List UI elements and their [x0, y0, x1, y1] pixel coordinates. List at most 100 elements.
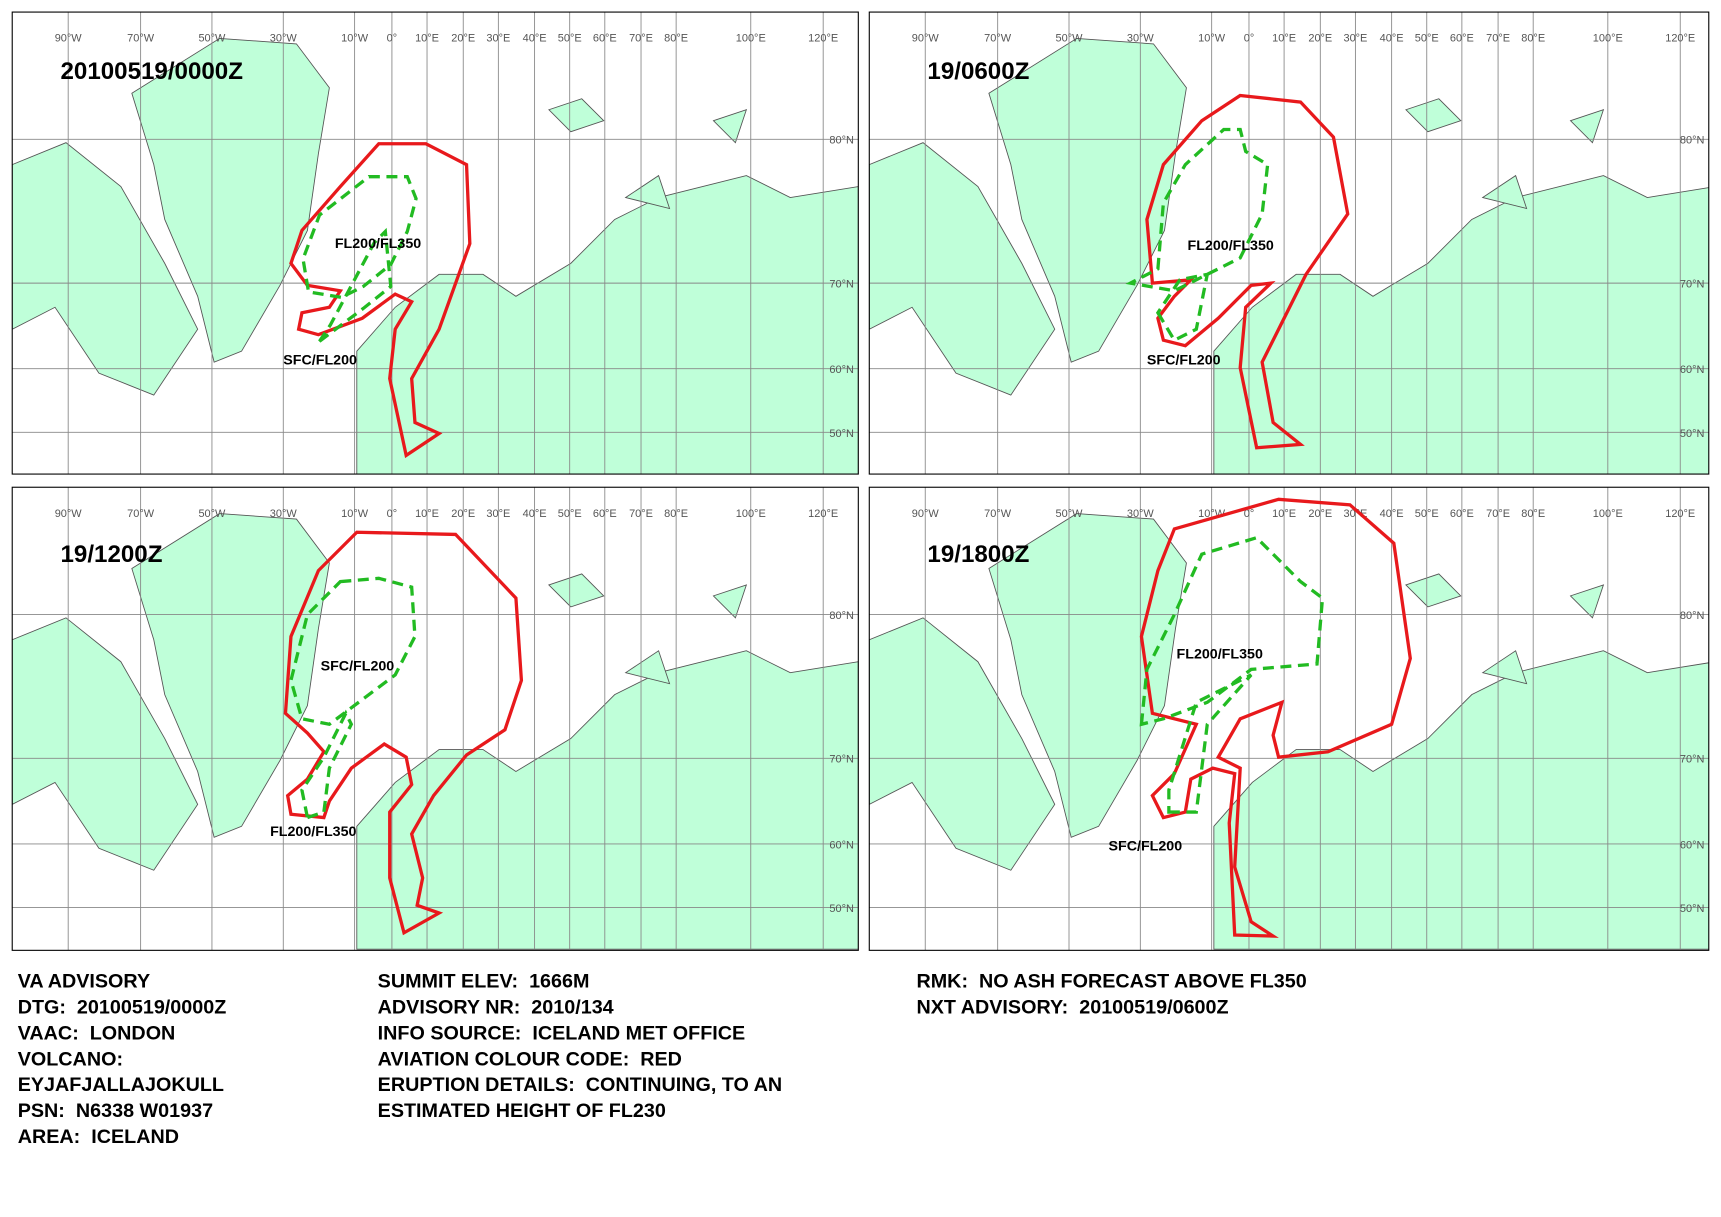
longitude-label: 70°E	[1486, 33, 1510, 45]
panel-border	[11, 486, 859, 951]
land	[12, 617, 199, 871]
advisory-line: ERUPTION DETAILS: CONTINUING, TO AN	[378, 1074, 783, 1096]
ash-area-green	[301, 175, 418, 300]
ash-area-green	[1167, 673, 1253, 814]
land	[1481, 174, 1528, 210]
longitude-label: 10°E	[1272, 33, 1296, 45]
longitude-label: 10°W	[1198, 33, 1226, 45]
longitude-label: 40°E	[523, 508, 547, 520]
longitude-label: 60°E	[1450, 33, 1474, 45]
longitude-label: 120°E	[1665, 508, 1695, 520]
longitude-label: 90°W	[912, 33, 940, 45]
longitude-label: 100°E	[1593, 508, 1623, 520]
longitude-label: 30°W	[270, 508, 298, 520]
panel-border	[868, 11, 1710, 475]
map-body	[12, 487, 859, 951]
longitude-label: 70°E	[629, 33, 653, 45]
advisory-line: SUMMIT ELEV: 1666M	[378, 971, 590, 993]
land	[356, 650, 859, 950]
longitude-label: 70°W	[127, 508, 155, 520]
land	[988, 37, 1187, 363]
advisory-line: PSN: N6338 W01937	[18, 1100, 213, 1122]
longitude-label: 0°	[1244, 508, 1255, 520]
map-panel: 90°W 70°W 50°W 30°W 10°W 0° 10°E 20°E 30°E 40°E 50…	[868, 486, 1710, 951]
latitude-label: 50°N	[1680, 903, 1705, 915]
longitude-label: 80°E	[1521, 508, 1545, 520]
latitude-label: 60°N	[829, 364, 854, 376]
panel-title: 20100519/0000Z	[61, 58, 244, 85]
longitude-label: 120°E	[808, 508, 838, 520]
latitude-label: 70°N	[1680, 754, 1705, 766]
ash-area-green	[1155, 272, 1210, 343]
longitude-label: 50°E	[1415, 508, 1439, 520]
latitude-label: 60°N	[829, 839, 854, 851]
ash-area-red	[1145, 93, 1350, 450]
longitude-label: 60°E	[593, 508, 617, 520]
land	[131, 513, 330, 838]
longitude-label: 20°E	[1308, 33, 1332, 45]
advisory-line: AVIATION COLOUR CODE: RED	[378, 1048, 682, 1070]
longitude-label: 90°W	[55, 508, 83, 520]
longitude-label: 30°W	[1127, 33, 1155, 45]
area-label: FL200/FL350	[335, 236, 421, 252]
longitude-label: 20°E	[451, 33, 475, 45]
longitude-label: 20°E	[1308, 508, 1332, 520]
longitude-label: 50°W	[1056, 508, 1084, 520]
longitude-label: 80°E	[1521, 33, 1545, 45]
area-label: SFC/FL200	[1147, 352, 1221, 368]
map-body	[869, 487, 1709, 951]
panel-border	[11, 11, 859, 475]
land	[624, 650, 671, 685]
longitude-label: 70°E	[1486, 508, 1510, 520]
longitude-label: 0°	[387, 33, 398, 45]
longitude-label: 30°W	[270, 33, 298, 45]
latitude-label: 70°N	[829, 754, 854, 766]
land	[869, 142, 1056, 396]
land	[1405, 573, 1462, 608]
longitude-label: 100°E	[736, 33, 766, 45]
longitude-label: 100°E	[736, 508, 766, 520]
land	[1481, 650, 1528, 685]
latitude-label: 80°N	[1680, 135, 1705, 147]
latitude-label: 50°N	[829, 428, 854, 440]
area-label: SFC/FL200	[283, 352, 357, 368]
advisory-line: INFO SOURCE: ICELAND MET OFFICE	[378, 1022, 746, 1044]
longitude-label: 120°E	[808, 33, 838, 45]
longitude-label: 70°E	[629, 508, 653, 520]
longitude-label: 30°E	[486, 33, 510, 45]
longitude-label: 50°E	[1415, 33, 1439, 45]
area-label: SFC/FL200	[321, 659, 395, 675]
map-body	[12, 12, 859, 475]
land	[712, 584, 748, 619]
latitude-label: 80°N	[829, 135, 854, 147]
longitude-label: 20°E	[451, 508, 475, 520]
land	[356, 175, 859, 475]
advisory-line: AREA: ICELAND	[18, 1126, 179, 1148]
longitude-label: 120°E	[1665, 33, 1695, 45]
longitude-label: 40°E	[1380, 33, 1404, 45]
longitude-label: 50°E	[558, 508, 582, 520]
longitude-label: 40°E	[523, 33, 547, 45]
longitude-label: 80°E	[664, 508, 688, 520]
land	[1569, 109, 1605, 144]
longitude-label: 10°E	[415, 33, 439, 45]
land	[1405, 98, 1462, 133]
ash-area-green	[1139, 535, 1325, 727]
land	[988, 513, 1187, 838]
land	[624, 174, 671, 210]
longitude-label: 100°E	[1593, 33, 1623, 45]
map-body	[869, 12, 1709, 475]
panel-border	[868, 486, 1710, 951]
latitude-label: 50°N	[829, 903, 854, 915]
land	[1213, 650, 1709, 950]
longitude-label: 30°E	[486, 508, 510, 520]
longitude-label: 50°E	[558, 33, 582, 45]
map-panel: 90°W 70°W 50°W 30°W 10°W 0° 10°E 20°E 30°E 40°E 50…	[11, 486, 859, 951]
advisory-line: ESTIMATED HEIGHT OF FL230	[378, 1100, 666, 1122]
land	[1213, 175, 1709, 475]
ash-area-green	[289, 576, 417, 727]
area-label: SFC/FL200	[1109, 838, 1183, 854]
longitude-label: 90°W	[912, 508, 940, 520]
panel-title: 19/1800Z	[927, 541, 1029, 568]
